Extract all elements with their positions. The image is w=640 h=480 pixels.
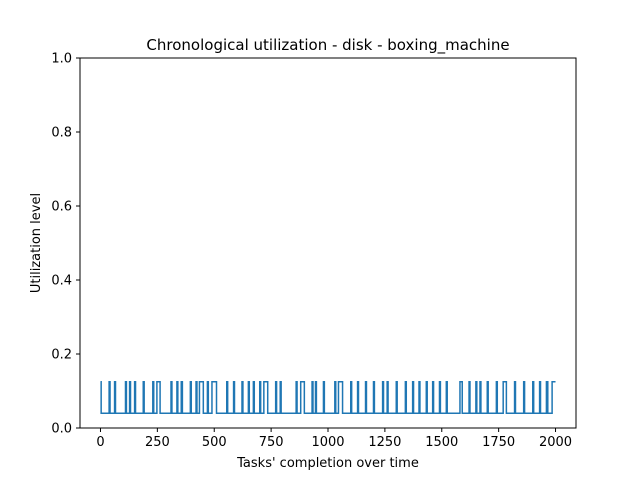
x-axis-label: Tasks' completion over time: [236, 456, 419, 471]
y-tick-label: 0.2: [51, 348, 72, 363]
x-tick-label: 1250: [368, 435, 401, 450]
x-tick-label: 750: [259, 435, 284, 450]
x-tick-label: 1000: [311, 435, 344, 450]
x-axis-ticks: 0 250 500 750 1000 1250 1500 1750 2000: [96, 428, 572, 450]
x-tick-label: 500: [202, 435, 227, 450]
y-tick-label: 0.6: [51, 200, 72, 215]
x-tick-label: 2000: [539, 435, 572, 450]
y-axis-label: Utilization level: [29, 193, 44, 293]
series-layer: [100, 381, 556, 414]
x-tick-label: 0: [96, 435, 104, 450]
y-tick-label: 0.0: [51, 422, 72, 437]
x-tick-label: 1500: [425, 435, 458, 450]
y-tick-label: 0.8: [51, 126, 72, 141]
x-tick-label: 1750: [482, 435, 515, 450]
y-axis-ticks: 0.0 0.2 0.4 0.6 0.8 1.0: [51, 52, 80, 437]
chart-title: Chronological utilization - disk - boxin…: [146, 36, 509, 55]
y-tick-label: 0.4: [51, 274, 72, 289]
x-tick-label: 250: [145, 435, 170, 450]
series-line: [100, 381, 556, 414]
y-tick-label: 1.0: [51, 52, 72, 67]
